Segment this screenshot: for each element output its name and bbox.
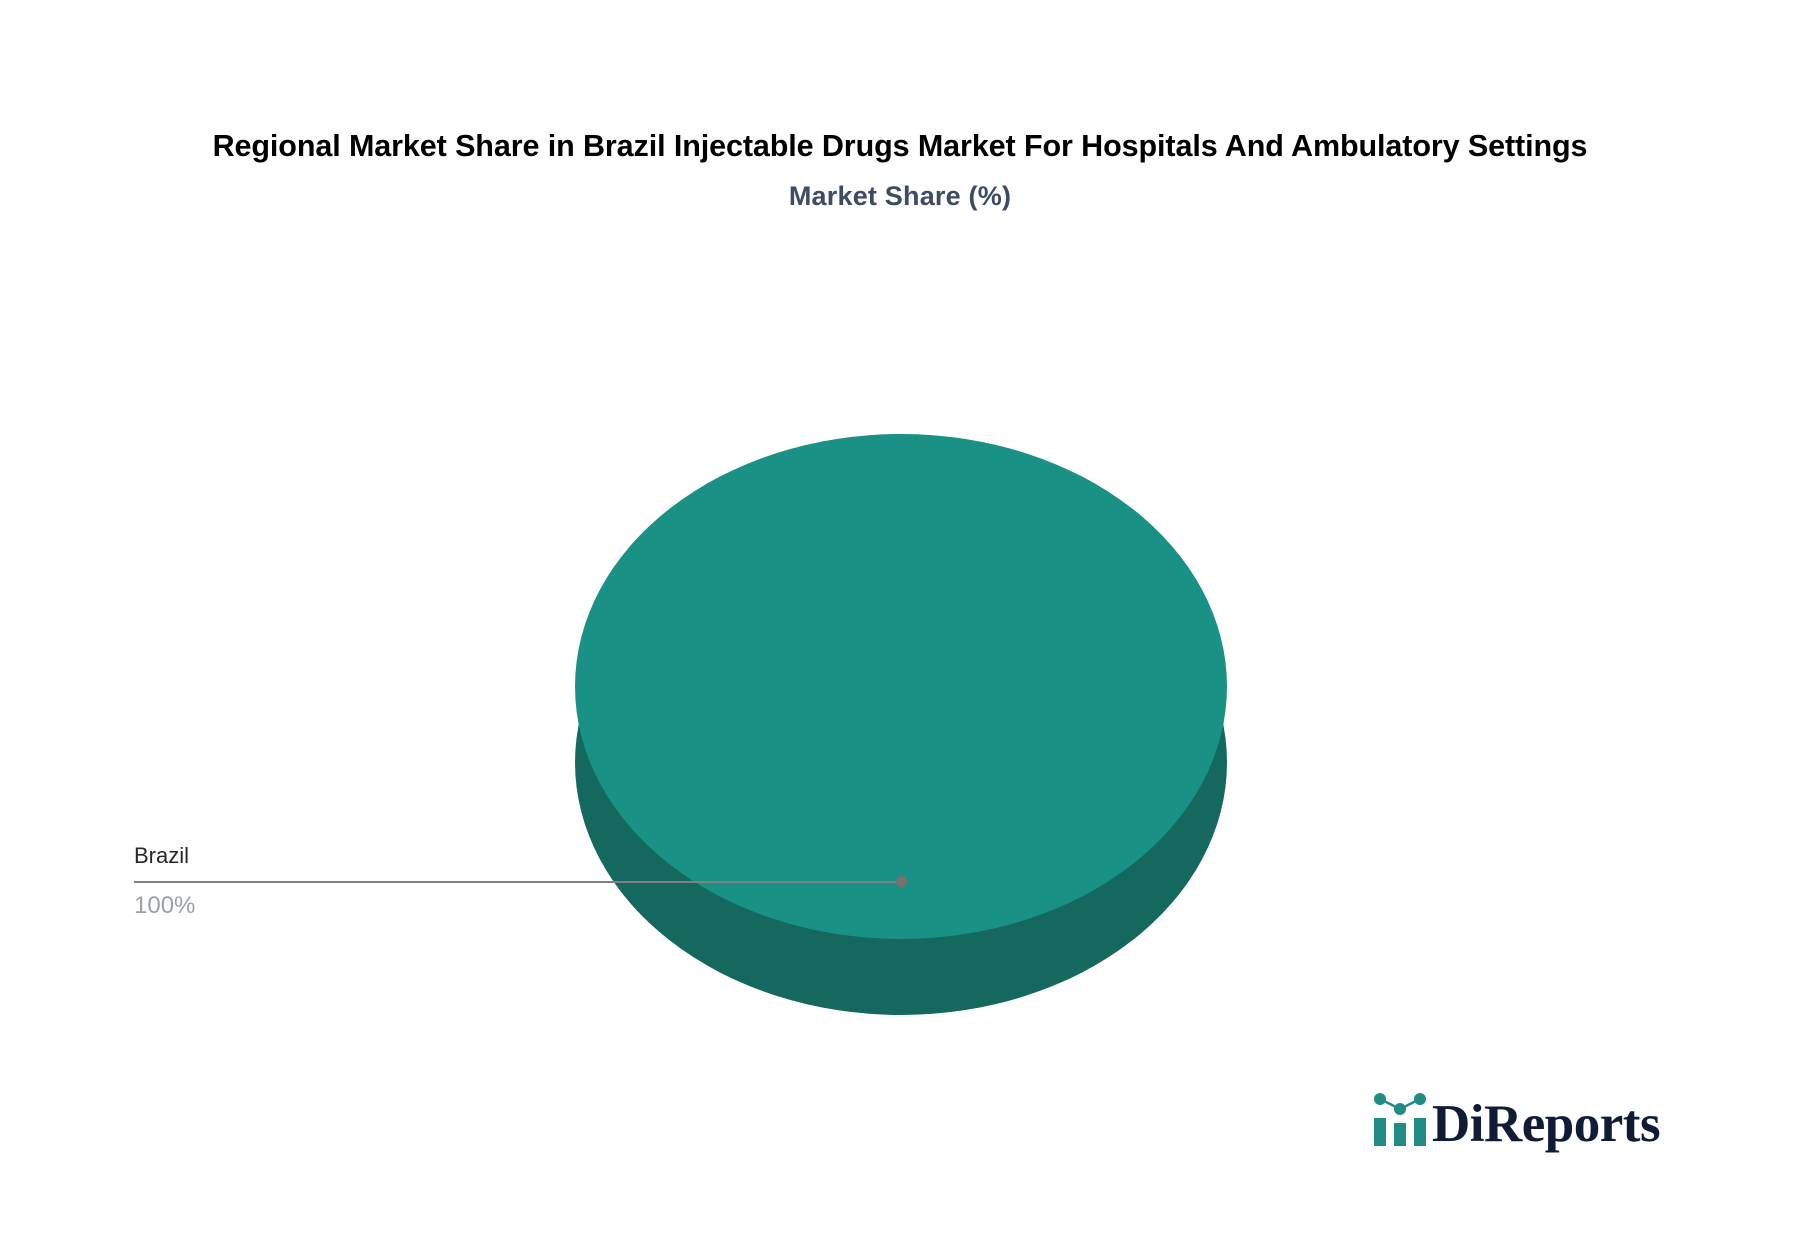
chart-header: Regional Market Share in Brazil Injectab… bbox=[0, 122, 1800, 212]
direports-logo: DiReports bbox=[1372, 1090, 1661, 1153]
direports-logo-text: DiReports bbox=[1432, 1095, 1661, 1153]
callout-anchor-dot bbox=[896, 876, 907, 887]
bar-chart-dots-icon bbox=[1374, 1093, 1426, 1146]
slice-label-brazil: Brazil 100% bbox=[134, 845, 374, 918]
slice-label-value: 100% bbox=[134, 892, 196, 919]
chart-subtitle: Market Share (%) bbox=[788, 181, 1012, 212]
callout-leader-line bbox=[134, 881, 902, 883]
slice-label-name: Brazil bbox=[134, 843, 190, 868]
pie-chart bbox=[575, 430, 1227, 1020]
pie-slice-brazil[interactable] bbox=[575, 434, 1227, 939]
chart-title: Regional Market Share in Brazil Injectab… bbox=[212, 129, 1588, 163]
